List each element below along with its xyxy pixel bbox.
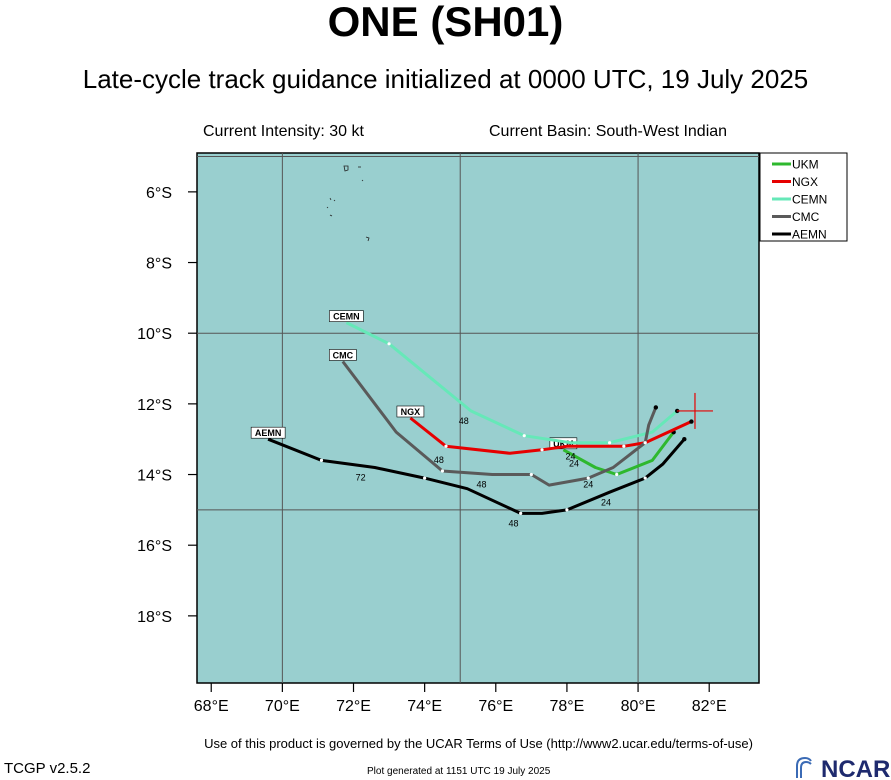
lon-tick-label: 82°E bbox=[692, 698, 727, 715]
forecast-hour-label: 48 bbox=[459, 416, 469, 426]
track-point bbox=[522, 434, 526, 438]
map-ocean-area bbox=[196, 152, 760, 684]
track-line bbox=[345, 321, 679, 445]
forecast-hour-label: 24 bbox=[583, 480, 593, 490]
legend-label-cmc: CMC bbox=[792, 210, 820, 224]
track-cemn: 48 CEMN bbox=[329, 310, 680, 445]
legend-label-ngx: NGX bbox=[792, 175, 818, 189]
ncar-logo: NCAR bbox=[796, 756, 890, 780]
track-point bbox=[586, 476, 590, 480]
track-point bbox=[387, 342, 391, 346]
track-line bbox=[341, 360, 658, 487]
map-gridlines bbox=[197, 153, 759, 683]
current-position-marker bbox=[676, 392, 713, 429]
island-shape bbox=[329, 214, 333, 217]
lon-tick-label: 74°E bbox=[407, 698, 442, 715]
current-intensity-label: Current Intensity: 30 kt bbox=[203, 123, 364, 140]
island-shape bbox=[329, 197, 332, 201]
island-shape bbox=[333, 199, 336, 202]
terms-of-use-text: Use of this product is governed by the U… bbox=[204, 736, 753, 751]
track-start-dot bbox=[682, 437, 687, 442]
lat-tick-label: 12°S bbox=[137, 397, 172, 414]
track-point bbox=[319, 458, 324, 462]
legend-label-cemn: CEMN bbox=[792, 193, 827, 207]
track-point bbox=[643, 476, 647, 480]
track-point bbox=[519, 511, 523, 515]
track-point bbox=[529, 472, 533, 477]
lon-tick-label: 78°E bbox=[549, 698, 584, 715]
chart-subtitle: Late-cycle track guidance initialized at… bbox=[82, 64, 809, 94]
lon-tick-label: 68°E bbox=[194, 698, 229, 715]
lat-tick-label: 10°S bbox=[137, 326, 172, 343]
track-start-dot bbox=[689, 419, 694, 424]
island-outlines bbox=[326, 165, 370, 242]
island-shape bbox=[361, 179, 364, 182]
track-point bbox=[622, 444, 626, 448]
lat-tick-label: 14°S bbox=[137, 468, 172, 485]
track-label: CEMN bbox=[333, 312, 360, 322]
island-shape bbox=[365, 236, 370, 242]
track-point bbox=[423, 476, 427, 480]
track-line bbox=[267, 437, 686, 515]
lat-tick-label: 16°S bbox=[137, 538, 172, 555]
track-point bbox=[444, 444, 448, 448]
track-label: UKM bbox=[553, 439, 574, 449]
track-label-box bbox=[396, 405, 425, 418]
legend-label-ukm: UKM bbox=[792, 158, 819, 172]
forecast-hour-label: 24 bbox=[569, 458, 579, 468]
version-label: TCGP v2.5.2 bbox=[4, 760, 91, 777]
track-start-dot bbox=[653, 405, 659, 410]
forecast-hour-label: 24 bbox=[565, 451, 575, 461]
lat-tick-label: 18°S bbox=[137, 609, 172, 626]
island-shape bbox=[326, 206, 329, 209]
lat-tick-label: 6°S bbox=[146, 185, 172, 202]
track-point bbox=[608, 441, 612, 445]
track-point bbox=[540, 448, 544, 452]
forecast-hour-label: 48 bbox=[434, 455, 444, 465]
track-cmc: 24 48 CMC bbox=[329, 349, 659, 490]
legend-box bbox=[759, 152, 848, 242]
track-label: CMC bbox=[333, 350, 354, 360]
ncar-logo-arc bbox=[800, 760, 812, 778]
lon-tick-label: 72°E bbox=[336, 698, 371, 715]
track-line bbox=[409, 416, 693, 455]
track-point bbox=[440, 469, 445, 473]
ncar-logo-arc bbox=[796, 756, 812, 778]
track-point bbox=[643, 441, 647, 445]
lat-tick-label: 8°S bbox=[146, 256, 172, 273]
track-label-box bbox=[329, 349, 357, 361]
legend-label-aemn: AEMN bbox=[792, 228, 827, 242]
track-label: NGX bbox=[401, 407, 421, 417]
island-shape bbox=[343, 165, 349, 172]
generated-timestamp: Plot generated at 1151 UTC 19 July 2025 bbox=[367, 766, 551, 777]
forecast-hour-label: 72 bbox=[356, 473, 366, 483]
forecast-hour-label: 48 bbox=[477, 480, 487, 490]
track-label-box bbox=[329, 310, 364, 322]
current-basin-label: Current Basin: South-West Indian bbox=[489, 123, 728, 140]
track-ngx: 24 48 NGX bbox=[396, 405, 694, 465]
lon-tick-label: 70°E bbox=[265, 698, 300, 715]
track-label-box bbox=[250, 426, 286, 439]
forecast-hour-label: 24 bbox=[601, 497, 611, 507]
forecast-hour-label: 48 bbox=[509, 518, 519, 528]
ncar-logo-text: NCAR bbox=[821, 756, 890, 780]
legend: UKM NGX CEMN CMC AEMN bbox=[759, 152, 848, 242]
track-point bbox=[615, 472, 619, 477]
track-label: AEMN bbox=[255, 428, 282, 438]
lon-tick-label: 76°E bbox=[478, 698, 513, 715]
lon-tick-label: 80°E bbox=[621, 698, 656, 715]
chart-title: ONE (SH01) bbox=[327, 0, 564, 45]
track-point bbox=[565, 508, 569, 512]
track-aemn: 24 48 72 AEMN bbox=[250, 426, 687, 528]
map-axes: 68°E 70°E 72°E 74°E 76°E 78°E 80°E 82°E 6°S 8°S 10… bbox=[137, 185, 727, 715]
model-tracks: 24 UKM 24 48 NGX 48 CEMN 24 48 CMC 24 48 72 AEMN bbox=[250, 310, 694, 528]
